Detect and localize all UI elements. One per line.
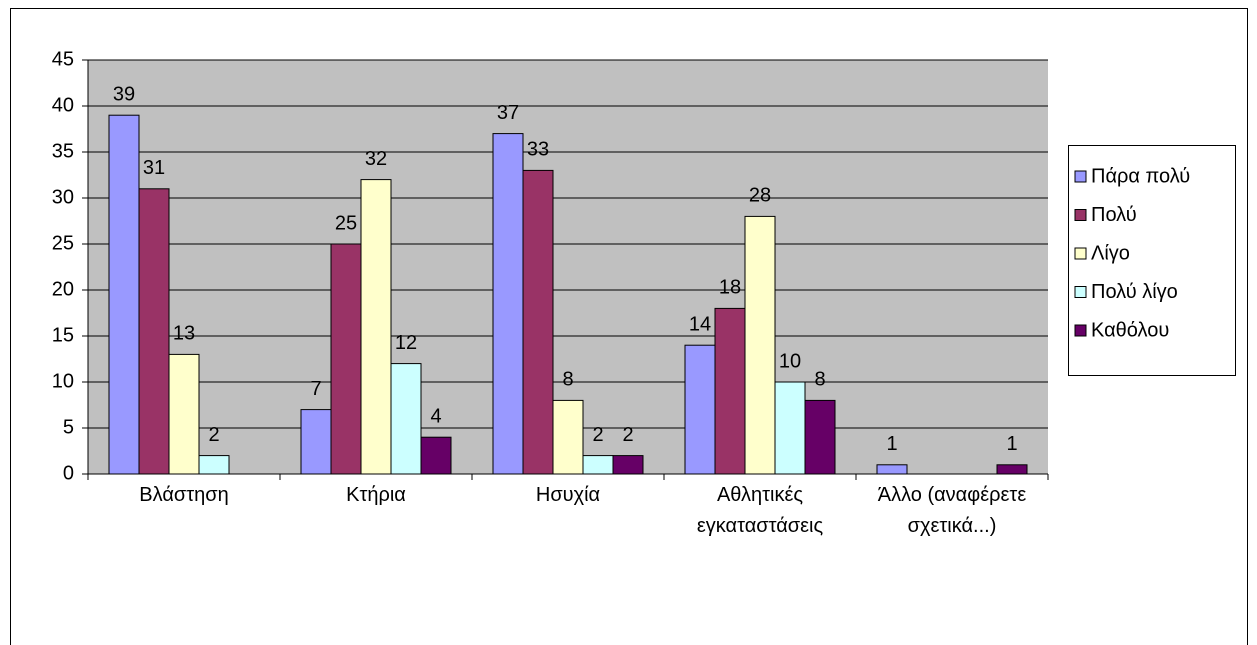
x-tick-label: Βλάστηση (139, 484, 229, 506)
value-label: 32 (365, 148, 387, 170)
value-label: 2 (592, 424, 603, 446)
x-tick-label: Κτήρια (346, 484, 406, 506)
bar (420, 436, 452, 475)
legend-swatch (1074, 170, 1087, 183)
value-label: 12 (395, 332, 417, 354)
value-label: 10 (779, 350, 801, 372)
y-tick-label: 10 (52, 370, 74, 392)
value-label: 4 (430, 405, 441, 427)
bar (714, 307, 746, 475)
bar (168, 353, 200, 475)
bar (390, 363, 422, 475)
legend (1068, 145, 1236, 376)
y-tick-label: 30 (52, 186, 74, 208)
bar (522, 169, 554, 475)
bar (774, 381, 806, 475)
value-label: 37 (497, 102, 519, 124)
value-label: 7 (310, 378, 321, 400)
x-tick-label: Ησυχία (535, 484, 601, 506)
y-tick-label: 45 (52, 48, 74, 70)
legend-swatch (1074, 286, 1087, 298)
bar (996, 464, 1028, 475)
legend-label: Πολύ λίγο (1091, 281, 1178, 303)
bar (804, 399, 836, 475)
value-label: 2 (622, 424, 633, 446)
y-tick-label: 0 (63, 462, 74, 484)
value-label: 18 (719, 277, 741, 299)
value-label: 33 (527, 139, 549, 161)
y-tick-label: 15 (52, 324, 74, 346)
y-tick-label: 40 (52, 94, 74, 116)
y-tick-label: 25 (52, 232, 74, 254)
value-label: 13 (173, 323, 195, 345)
legend-swatch (1074, 324, 1087, 337)
bar (108, 114, 140, 475)
legend-swatch (1074, 247, 1087, 260)
value-label: 25 (335, 212, 357, 234)
value-label: 2 (208, 424, 219, 446)
bar (684, 344, 716, 475)
x-tick-label: Άλλο (αναφέρετε σχετικά...) (877, 484, 1027, 537)
x-tick-label: Αθλητικές εγκαταστάσεις (696, 484, 824, 537)
value-label: 31 (143, 157, 165, 179)
value-label: 14 (689, 313, 711, 335)
bar (360, 179, 392, 475)
value-label: 39 (113, 83, 135, 105)
bar (330, 243, 362, 475)
bar (300, 409, 332, 475)
legend-label: Λίγο (1091, 242, 1130, 264)
legend-label: Καθόλου (1091, 319, 1169, 341)
bar (744, 215, 776, 475)
value-label: 1 (886, 433, 897, 455)
bar (552, 399, 584, 475)
value-label: 28 (749, 185, 771, 207)
bar (492, 133, 524, 475)
value-label: 1 (1006, 433, 1017, 455)
legend-swatch (1074, 209, 1087, 221)
legend-label: Πολύ (1091, 204, 1137, 226)
bar (876, 464, 908, 475)
y-tick-label: 20 (52, 278, 74, 300)
value-label: 8 (562, 369, 573, 391)
y-tick-label: 5 (63, 416, 74, 438)
y-tick-label: 35 (52, 140, 74, 162)
legend-label: Πάρα πολύ (1091, 165, 1190, 187)
bar (198, 455, 230, 475)
bar (582, 455, 614, 475)
bar (612, 455, 644, 475)
chart-frame (10, 8, 1248, 645)
value-label: 8 (814, 369, 825, 391)
bar (138, 188, 170, 475)
